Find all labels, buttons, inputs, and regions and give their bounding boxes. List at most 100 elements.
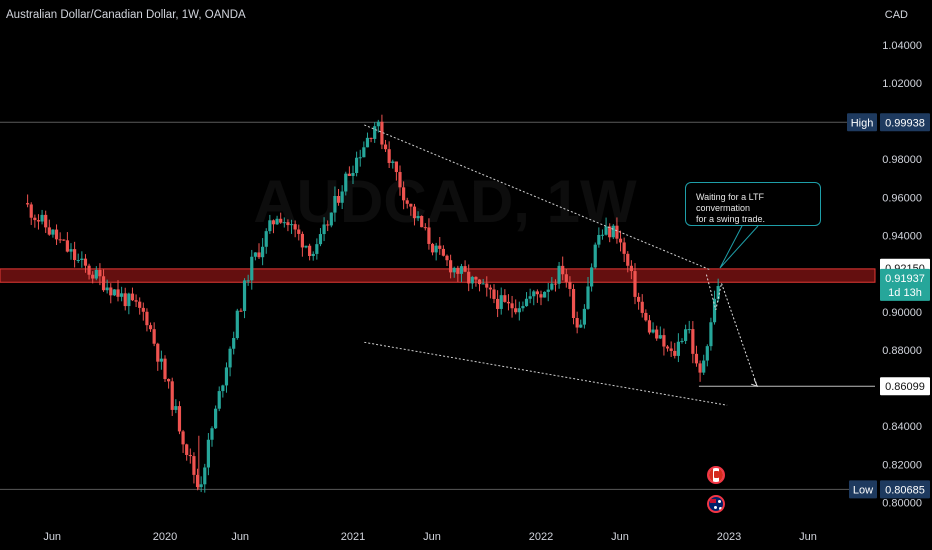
candle: [593, 242, 597, 269]
candle: [546, 282, 550, 302]
candle: [340, 185, 344, 210]
candlesticks: [26, 114, 720, 493]
candle: [195, 468, 200, 491]
descending-channel: [364, 124, 728, 406]
low-tag-label: Low: [853, 484, 873, 496]
candle: [477, 279, 482, 292]
candle: [373, 122, 377, 143]
candle: [517, 301, 521, 321]
candle: [308, 243, 312, 261]
candle: [564, 268, 568, 288]
candle: [575, 311, 579, 334]
candle: [420, 215, 424, 228]
candle: [163, 355, 167, 382]
candle: [705, 344, 709, 367]
candle: [264, 228, 268, 254]
candle: [553, 279, 558, 292]
candle: [680, 338, 684, 344]
candle: [600, 229, 605, 240]
x-tick-label: Jun: [423, 531, 441, 543]
candle: [622, 237, 626, 263]
candle: [174, 399, 178, 414]
candle: [485, 276, 489, 297]
callout-pointer: [719, 225, 759, 269]
candle: [289, 219, 294, 234]
candle: [365, 132, 370, 148]
candle: [647, 315, 652, 335]
candle: [470, 275, 474, 289]
candle: [449, 254, 453, 279]
candle: [36, 214, 41, 230]
candle: [235, 308, 239, 340]
candle: [571, 284, 576, 325]
candle: [326, 220, 330, 232]
candle: [228, 346, 232, 377]
australia-flag-icon[interactable]: [707, 495, 725, 513]
candle: [402, 181, 406, 210]
candle: [123, 287, 127, 311]
candle: [503, 289, 507, 303]
candle: [351, 165, 355, 185]
candle: [134, 294, 138, 308]
candle: [58, 232, 62, 244]
candle: [26, 194, 30, 208]
y-tick-label: 0.94000: [882, 231, 922, 243]
candle: [73, 241, 77, 268]
y-tick-label: 0.84000: [882, 421, 922, 433]
channel-upper: [364, 124, 711, 271]
y-tick-label: 0.96000: [882, 192, 922, 204]
candle: [611, 224, 615, 240]
candle: [329, 212, 333, 228]
x-tick-label: 2020: [153, 531, 177, 543]
candle: [242, 278, 247, 319]
high-tag-label: High: [851, 117, 874, 129]
candle: [76, 253, 80, 263]
candle: [268, 214, 272, 234]
candle: [250, 249, 254, 290]
candle: [430, 242, 435, 256]
candle: [101, 269, 106, 292]
candle: [474, 276, 478, 287]
candle: [380, 114, 384, 150]
candle: [105, 279, 109, 294]
candle: [322, 217, 326, 242]
candle: [109, 283, 113, 304]
candle: [98, 263, 102, 286]
candle: [604, 217, 608, 236]
symbol-watermark: AUDCAD, 1W: [253, 168, 637, 235]
candle: [177, 401, 182, 435]
candle: [336, 188, 341, 206]
candle: [626, 251, 630, 273]
candle: [459, 263, 464, 283]
y-tick-label: 0.80000: [882, 498, 922, 510]
candle: [333, 186, 337, 222]
candle: [488, 284, 492, 299]
candle: [181, 429, 185, 453]
candle: [684, 324, 688, 345]
candle: [698, 360, 702, 382]
candle: [33, 214, 37, 228]
candle: [246, 274, 250, 286]
bar-countdown: 1d 13h: [888, 287, 922, 299]
canada-flag-icon[interactable]: [707, 466, 725, 484]
x-tick-label: 2023: [717, 531, 741, 543]
candle: [441, 245, 445, 257]
candle: [112, 289, 116, 297]
projection-path: [705, 225, 759, 387]
time-axis[interactable]: Jun 2020 Jun 2021 Jun 2022 Jun 2023 Jun: [43, 531, 817, 543]
candle: [452, 266, 456, 278]
candle: [438, 236, 442, 255]
candle: [394, 161, 398, 181]
candle: [279, 212, 283, 224]
candle: [637, 292, 641, 310]
candle: [557, 261, 561, 289]
candle: [44, 210, 48, 233]
candle: [640, 294, 644, 318]
candle: [618, 230, 623, 252]
y-tick-label: 0.98000: [882, 154, 922, 166]
annotation-callout[interactable]: Waiting for a LTF convermation for a swi…: [685, 182, 821, 226]
x-tick-label: 2022: [529, 531, 553, 543]
chart-title: Australian Dollar/Canadian Dollar, 1W, O…: [6, 9, 246, 21]
candle: [261, 238, 265, 266]
